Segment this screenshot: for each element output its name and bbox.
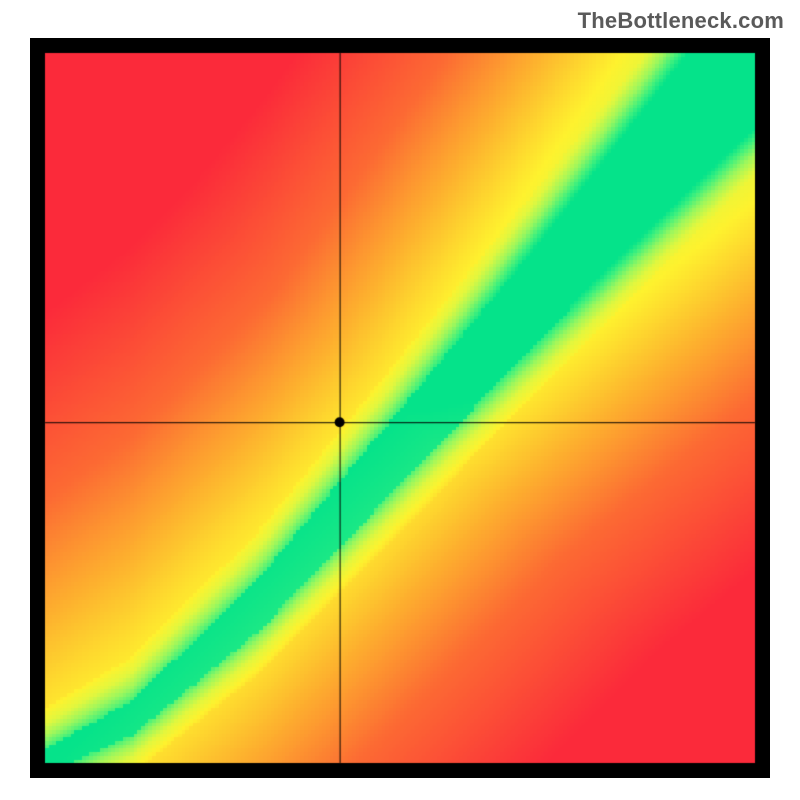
watermark-text: TheBottleneck.com: [578, 8, 784, 34]
plot-area: [30, 38, 770, 778]
crosshair-overlay: [30, 38, 770, 778]
chart-container: TheBottleneck.com: [0, 0, 800, 800]
